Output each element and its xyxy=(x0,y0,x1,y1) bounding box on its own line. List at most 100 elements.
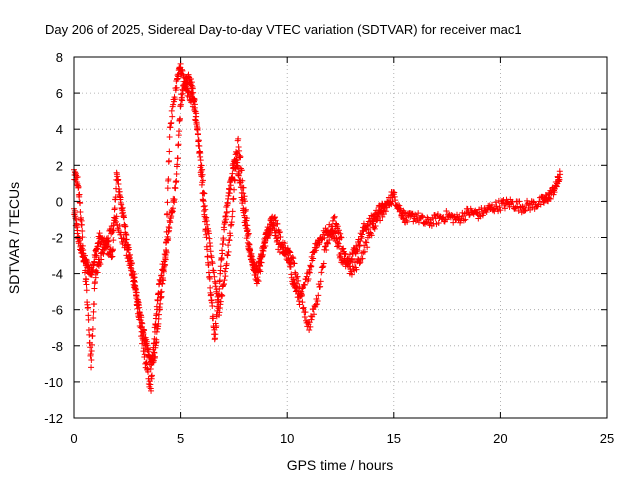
data-point xyxy=(226,190,233,197)
data-point xyxy=(198,168,205,175)
x-tick-label: 25 xyxy=(600,431,614,446)
data-point xyxy=(209,302,216,309)
data-point xyxy=(232,165,239,172)
data-point xyxy=(435,220,442,227)
data-point xyxy=(120,236,127,243)
data-point xyxy=(89,332,96,339)
data-point xyxy=(427,219,434,226)
data-point xyxy=(225,248,232,255)
data-point xyxy=(240,184,247,191)
data-point xyxy=(287,263,294,270)
data-points xyxy=(71,60,564,394)
data-point xyxy=(91,300,98,307)
data-point xyxy=(363,239,370,246)
x-tick-label: 15 xyxy=(387,431,401,446)
data-point xyxy=(86,331,93,338)
data-point xyxy=(296,283,303,290)
data-point xyxy=(356,260,363,267)
data-point xyxy=(92,274,99,281)
data-point xyxy=(197,157,204,164)
data-point xyxy=(546,195,553,202)
data-point xyxy=(88,347,95,354)
data-point xyxy=(413,213,420,220)
data-point xyxy=(90,308,97,315)
data-point xyxy=(188,79,195,86)
data-point xyxy=(328,227,335,234)
data-point xyxy=(238,167,245,174)
data-point xyxy=(320,263,327,270)
data-point xyxy=(151,335,158,342)
data-point xyxy=(361,248,368,255)
data-point xyxy=(299,299,306,306)
data-point xyxy=(127,262,134,269)
data-point xyxy=(88,341,95,348)
data-point xyxy=(171,96,178,103)
data-point xyxy=(207,243,214,250)
data-point xyxy=(516,198,523,205)
x-tick-label: 20 xyxy=(493,431,507,446)
data-point xyxy=(225,242,232,249)
data-point xyxy=(410,218,417,225)
data-point xyxy=(444,216,451,223)
data-point xyxy=(109,253,116,260)
data-point xyxy=(134,305,141,312)
data-point xyxy=(271,214,278,221)
data-point xyxy=(300,304,307,311)
data-point xyxy=(74,174,81,181)
data-point xyxy=(136,316,143,323)
data-point xyxy=(242,206,249,213)
data-point xyxy=(83,276,90,283)
data-point xyxy=(171,196,178,203)
data-point xyxy=(166,157,173,164)
data-point xyxy=(267,229,274,236)
data-point xyxy=(298,288,305,295)
data-point xyxy=(206,275,213,282)
data-point xyxy=(363,222,370,229)
data-point xyxy=(259,251,266,258)
data-point xyxy=(258,259,265,266)
data-point xyxy=(311,311,318,318)
data-point xyxy=(220,236,227,243)
data-point xyxy=(300,305,307,312)
data-point xyxy=(117,194,124,201)
y-tick-label: 2 xyxy=(56,158,63,173)
data-point xyxy=(492,199,499,206)
data-point xyxy=(155,290,162,297)
data-point xyxy=(110,237,117,244)
x-tick-label: 5 xyxy=(177,431,184,446)
y-tick-label: 8 xyxy=(56,50,63,65)
data-point xyxy=(509,198,516,205)
data-point xyxy=(277,234,284,241)
data-point xyxy=(201,190,208,197)
data-point xyxy=(307,313,314,320)
data-point xyxy=(307,323,314,330)
data-point xyxy=(321,234,328,241)
data-point xyxy=(108,254,115,261)
data-point xyxy=(79,227,86,234)
data-point xyxy=(320,260,327,267)
data-point xyxy=(151,349,158,356)
data-point xyxy=(537,201,544,208)
data-point xyxy=(230,195,237,202)
data-point xyxy=(357,237,364,244)
data-point xyxy=(256,267,263,274)
data-point xyxy=(212,280,219,287)
data-point xyxy=(229,170,236,177)
data-point xyxy=(521,207,528,214)
data-point xyxy=(306,269,313,276)
data-point xyxy=(154,306,161,313)
data-point xyxy=(317,278,324,285)
data-point xyxy=(139,340,146,347)
data-point xyxy=(137,324,144,331)
data-point xyxy=(188,91,195,98)
data-point xyxy=(173,84,180,91)
data-point xyxy=(306,326,313,333)
data-point xyxy=(299,285,306,292)
data-point xyxy=(375,210,382,217)
data-point xyxy=(148,387,155,394)
data-point xyxy=(123,246,130,253)
data-point xyxy=(120,214,127,221)
x-axis-label: GPS time / hours xyxy=(287,457,394,473)
data-point xyxy=(262,243,269,250)
data-point xyxy=(272,214,279,221)
